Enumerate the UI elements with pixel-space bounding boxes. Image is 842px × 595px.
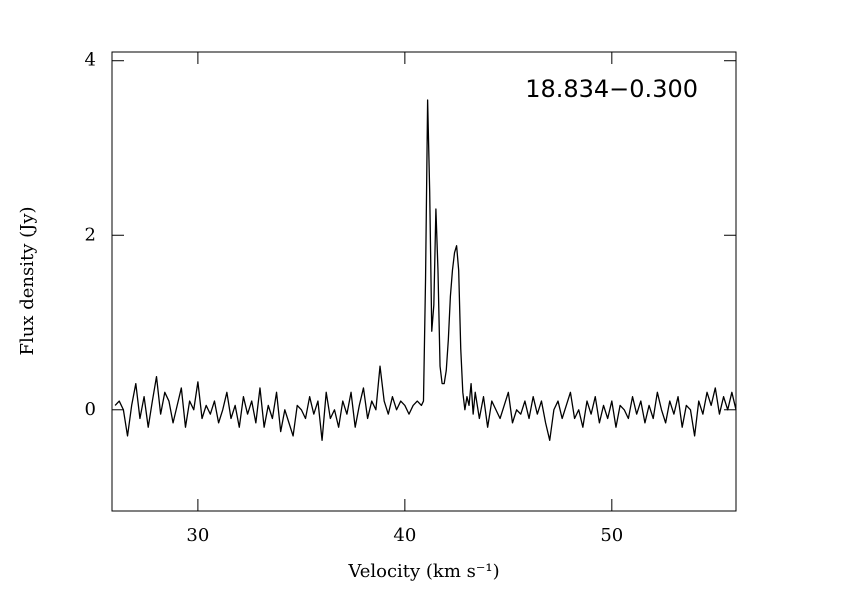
spectrum-line xyxy=(114,99,737,441)
y-tick-label: 0 xyxy=(85,399,96,420)
x-tick-label: 50 xyxy=(600,525,623,546)
y-tick-label: 2 xyxy=(85,224,96,245)
x-tick-label: 40 xyxy=(393,525,416,546)
annotation-title: 18.834−0.300 xyxy=(525,75,698,103)
x-tick-label: 30 xyxy=(186,525,209,546)
y-tick-label: 4 xyxy=(85,50,96,71)
x-axis-label: Velocity (km s⁻¹) xyxy=(347,561,499,582)
y-axis-label: Flux density (Jy) xyxy=(17,206,38,355)
plot-frame xyxy=(111,51,737,512)
